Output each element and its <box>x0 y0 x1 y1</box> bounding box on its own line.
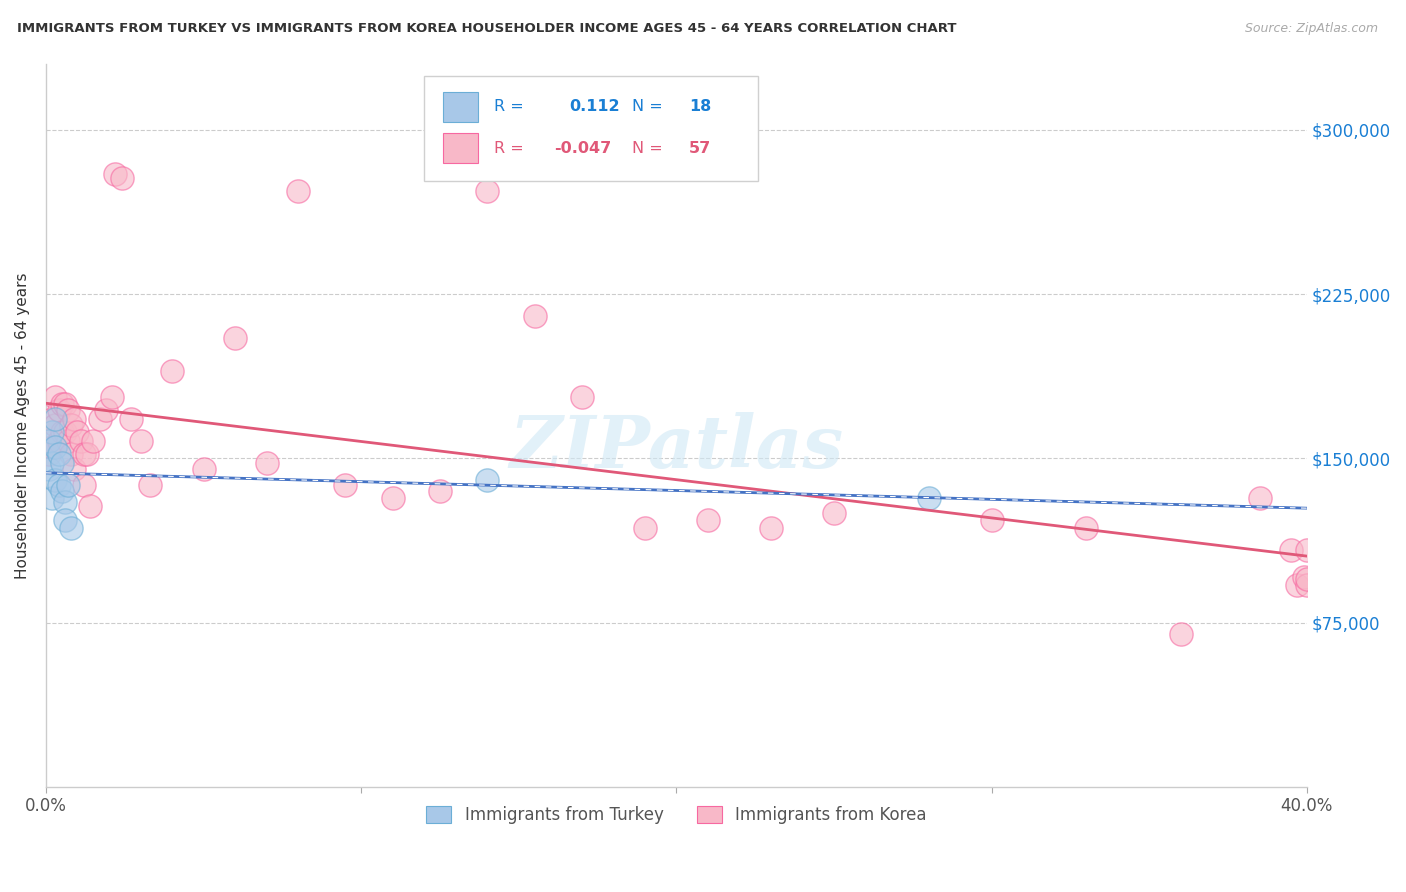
Point <box>477 473 499 487</box>
Point <box>41 425 63 439</box>
Text: R =: R = <box>494 99 523 114</box>
Point <box>44 473 66 487</box>
Legend: Immigrants from Turkey, Immigrants from Korea: Immigrants from Turkey, Immigrants from … <box>419 799 934 830</box>
Point <box>1279 543 1302 558</box>
Point <box>79 500 101 514</box>
Point <box>48 447 70 461</box>
Point <box>697 513 720 527</box>
Point <box>51 456 73 470</box>
Point <box>1286 578 1309 592</box>
Point <box>48 434 70 448</box>
Point <box>56 477 79 491</box>
Point <box>823 506 845 520</box>
Point <box>76 447 98 461</box>
Point <box>287 184 309 198</box>
Point <box>917 491 939 505</box>
Text: -0.047: -0.047 <box>554 141 612 156</box>
Point <box>429 484 451 499</box>
Point <box>44 441 66 455</box>
Point <box>60 418 83 433</box>
Point <box>335 477 357 491</box>
Point <box>38 462 60 476</box>
Point <box>1249 491 1271 505</box>
Point <box>60 521 83 535</box>
Point <box>38 447 60 461</box>
Text: R =: R = <box>494 141 523 156</box>
Point <box>101 390 124 404</box>
Point <box>48 477 70 491</box>
Point <box>53 425 76 439</box>
Point <box>523 309 546 323</box>
Point <box>224 331 246 345</box>
Point <box>53 513 76 527</box>
Point <box>1292 569 1315 583</box>
Text: ZIPatlas: ZIPatlas <box>509 411 844 483</box>
Point <box>111 170 134 185</box>
Point <box>44 412 66 426</box>
Point <box>980 513 1002 527</box>
Point <box>571 390 593 404</box>
Point <box>129 434 152 448</box>
Point <box>1296 543 1319 558</box>
Point <box>44 390 66 404</box>
Text: N =: N = <box>633 99 664 114</box>
FancyBboxPatch shape <box>425 77 758 181</box>
Point <box>1296 578 1319 592</box>
Point <box>73 447 96 461</box>
Point <box>120 412 142 426</box>
Point <box>41 456 63 470</box>
Point <box>89 412 111 426</box>
FancyBboxPatch shape <box>443 92 478 122</box>
Point <box>381 491 404 505</box>
Text: 57: 57 <box>689 141 711 156</box>
Text: 18: 18 <box>689 99 711 114</box>
Point <box>41 491 63 505</box>
Y-axis label: Householder Income Ages 45 - 64 years: Householder Income Ages 45 - 64 years <box>15 272 30 579</box>
Point <box>66 425 89 439</box>
Point <box>193 462 215 476</box>
Point <box>1076 521 1098 535</box>
Point <box>104 167 127 181</box>
Point <box>73 477 96 491</box>
Text: N =: N = <box>633 141 664 156</box>
Point <box>94 403 117 417</box>
Text: 0.112: 0.112 <box>569 99 620 114</box>
Point <box>1296 572 1319 586</box>
Point <box>41 441 63 455</box>
Point <box>160 364 183 378</box>
Point <box>634 521 657 535</box>
Point <box>41 412 63 426</box>
Point <box>60 447 83 461</box>
Point <box>56 403 79 417</box>
Point <box>51 425 73 439</box>
Point <box>139 477 162 491</box>
FancyBboxPatch shape <box>443 133 478 163</box>
Point <box>256 456 278 470</box>
Point <box>53 495 76 509</box>
Point <box>63 462 86 476</box>
Point <box>51 484 73 499</box>
Point <box>63 412 86 426</box>
Point <box>51 396 73 410</box>
Point <box>38 434 60 448</box>
Point <box>69 434 91 448</box>
Point <box>53 396 76 410</box>
Point <box>1170 626 1192 640</box>
Point <box>477 184 499 198</box>
Text: Source: ZipAtlas.com: Source: ZipAtlas.com <box>1244 22 1378 36</box>
Point <box>44 418 66 433</box>
Text: IMMIGRANTS FROM TURKEY VS IMMIGRANTS FROM KOREA HOUSEHOLDER INCOME AGES 45 - 64 : IMMIGRANTS FROM TURKEY VS IMMIGRANTS FRO… <box>17 22 956 36</box>
Point <box>759 521 782 535</box>
Point <box>82 434 104 448</box>
Point <box>48 403 70 417</box>
Point <box>56 434 79 448</box>
